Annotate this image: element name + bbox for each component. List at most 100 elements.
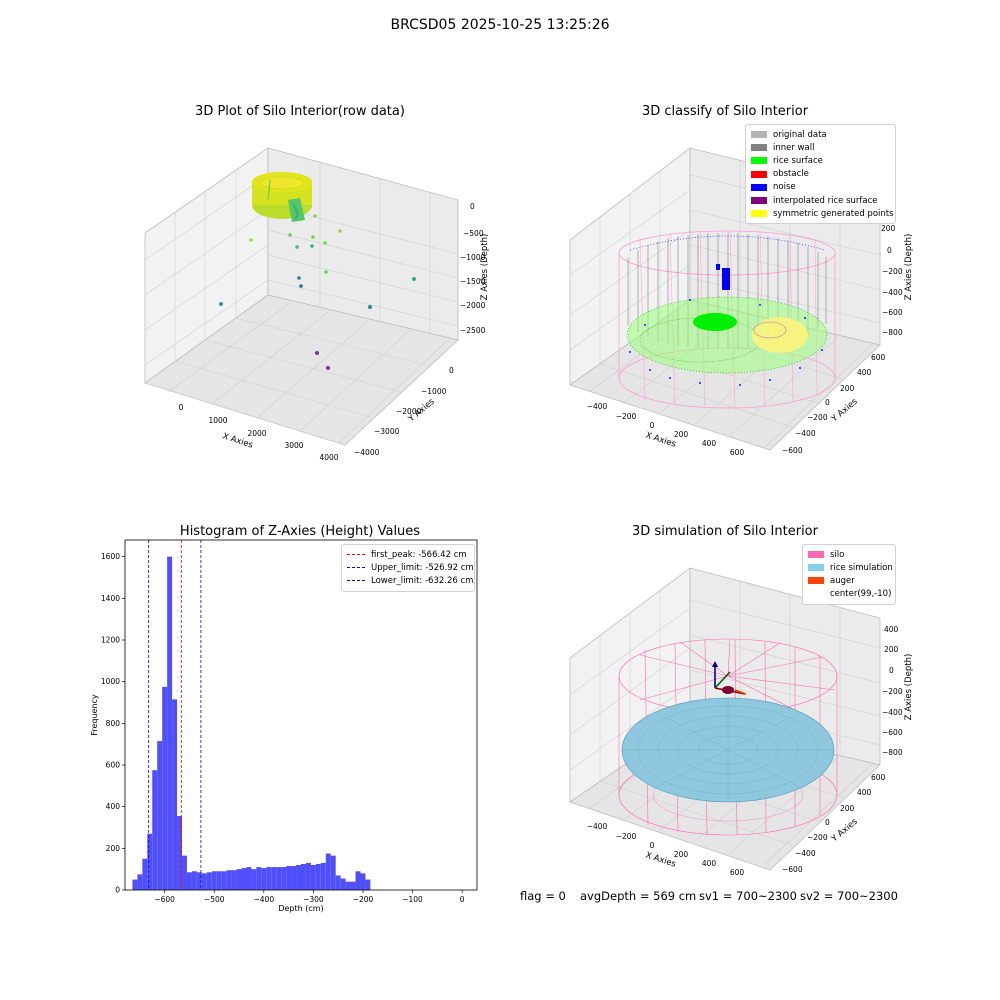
classify-ytick: −400: [795, 429, 816, 438]
histogram-bar: [301, 863, 306, 890]
classify-ztick: 0: [887, 246, 892, 255]
classify-noise-points: [629, 264, 823, 386]
raw-xtick: 2000: [247, 429, 266, 438]
legend-entry-center: center(99,-10): [808, 588, 892, 601]
classify-ytick: 400: [857, 368, 872, 377]
legend-entry-noise: noise: [751, 181, 890, 194]
histogram-bar: [281, 867, 287, 890]
histogram-bar: [286, 866, 292, 890]
raw-axes-box: [144, 147, 459, 446]
classify-ytick: −200: [807, 413, 828, 422]
classify-ztick: −200: [882, 267, 903, 276]
raw-xtick: 1000: [208, 416, 227, 425]
legend-entry-obstacle: obstacle: [751, 168, 890, 181]
raw-xtick: 4000: [319, 453, 338, 462]
legend-label: Upper_limit: -526.92 cm: [371, 562, 474, 573]
simulation-auger: [712, 661, 747, 695]
simulation-ytick: 200: [840, 804, 855, 813]
histogram-bar: [256, 867, 262, 890]
legend-label: inner wall: [773, 142, 815, 153]
histogram-xtick-label: 0: [460, 895, 465, 904]
legend-label: symmetric generated points: [773, 208, 894, 219]
avg-depth-status: avgDepth = 569 cm: [580, 889, 697, 903]
histogram-title: Histogram of Z-Axies (Height) Values: [179, 524, 421, 539]
histogram-ytick-label: 400: [106, 802, 121, 811]
simulation-xtick: 200: [674, 850, 689, 859]
histogram-bar: [162, 686, 168, 890]
classify-zlabel: Z Axies (Depth): [904, 234, 914, 301]
histogram-bar: [320, 862, 326, 890]
raw-ytick: −4000: [354, 448, 380, 457]
simulation-zlabel: Z Axies (Depth): [904, 654, 914, 721]
histogram-bar: [231, 870, 237, 890]
legend-swatch: [808, 577, 824, 585]
legend-swatch: [751, 210, 767, 218]
simulation-ztick: −400: [882, 708, 903, 717]
simulation-ytick: 0: [825, 818, 830, 827]
legend-entry-rice-surface: rice surface: [751, 154, 890, 167]
raw-ztick: −2000: [460, 301, 486, 310]
raw-plot-title: 3D Plot of Silo Interior(row data): [195, 104, 405, 119]
histogram-ytick-label: 800: [106, 719, 121, 728]
histogram-bar: [355, 871, 361, 890]
legend-label: rice simulation: [830, 562, 893, 573]
histogram-bar: [305, 862, 311, 890]
classify-legend: original data inner wall rice surface ob…: [745, 124, 896, 225]
histogram-bar: [221, 871, 227, 890]
legend-label: original data: [773, 129, 827, 140]
histogram-bar: [216, 871, 222, 890]
histogram-legend: first_peak: -566.42 cm Upper_limit: -526…: [341, 544, 475, 592]
histogram-bar: [345, 881, 351, 890]
classify-ticks: −400 −200 0 200 400 600 600 400 200 0 −2…: [587, 224, 903, 457]
histogram-ytick-label: 0: [115, 886, 120, 895]
histogram-bar: [241, 868, 247, 890]
histogram-ytick-label: 1400: [101, 594, 120, 603]
histogram-bar: [330, 855, 336, 890]
classify-ytick: 200: [840, 384, 855, 393]
histogram-bar: [276, 867, 282, 890]
histogram-bar: [186, 872, 192, 890]
legend-label: center(99,-10): [830, 589, 892, 600]
legend-swatch: [751, 170, 767, 178]
histogram-bar: [315, 863, 321, 890]
raw-ytick: −1000: [421, 387, 447, 396]
legend-swatch: [751, 157, 767, 165]
histogram-bar: [266, 867, 272, 890]
histogram-yticks: 0 200 400 600 800 1000 1200 1400 1600: [101, 552, 125, 895]
classify-rice-surface: [626, 296, 828, 374]
histogram-bar: [350, 881, 356, 890]
simulation-ytick: −200: [807, 833, 828, 842]
histogram-xtick-label: −600: [154, 895, 175, 904]
legend-line: [347, 554, 365, 556]
legend-entry-upper-limit: Upper_limit: -526.92 cm: [347, 561, 474, 574]
classify-xtick: 400: [702, 439, 717, 448]
legend-label: noise: [773, 182, 796, 193]
simulation-rice-surface: [621, 697, 835, 803]
histogram-bar: [211, 871, 217, 890]
legend-swatch: [751, 144, 767, 152]
histogram-bar: [191, 871, 197, 890]
simulation-ztick: 0: [889, 666, 894, 675]
histogram-ytick-label: 200: [106, 844, 121, 853]
histogram-bar: [172, 699, 178, 890]
raw-ztick: 0: [470, 202, 475, 211]
legend-entry-original-data: original data: [751, 128, 890, 141]
raw-xtick: 3000: [284, 441, 303, 450]
histogram-bar: [251, 869, 257, 890]
legend-swatch: [808, 551, 824, 559]
raw-ytick: 0: [449, 366, 454, 375]
histogram-bar: [335, 875, 341, 890]
raw-ytick: −2000: [396, 407, 422, 416]
legend-entry-interpolated-rice-surface: interpolated rice surface: [751, 194, 890, 207]
legend-entry-lower-limit: Lower_limit: -632.26 cm: [347, 574, 473, 587]
histogram-bar: [167, 556, 173, 890]
simulation-xtick: 400: [702, 859, 717, 868]
raw-scatter-points: [219, 214, 416, 370]
histogram-xtick-label: −300: [303, 895, 324, 904]
histogram-bar: [226, 870, 232, 890]
legend-swatch: [751, 197, 767, 205]
histogram-bar: [206, 872, 212, 890]
classify-xtick: −200: [616, 412, 637, 421]
simulation-plot-title: 3D simulation of Silo Interior: [632, 524, 818, 539]
simulation-3d-plot: −400 −200 0 200 400 600 600 400 200 0 −2…: [569, 567, 914, 877]
